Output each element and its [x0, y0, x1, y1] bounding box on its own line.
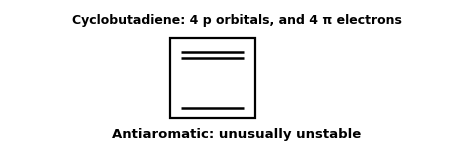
Text: Cyclobutadiene: 4 p orbitals, and 4 π electrons: Cyclobutadiene: 4 p orbitals, and 4 π el… — [72, 14, 402, 27]
Bar — [170, 38, 255, 118]
Text: Antiaromatic: unusually unstable: Antiaromatic: unusually unstable — [112, 128, 362, 141]
